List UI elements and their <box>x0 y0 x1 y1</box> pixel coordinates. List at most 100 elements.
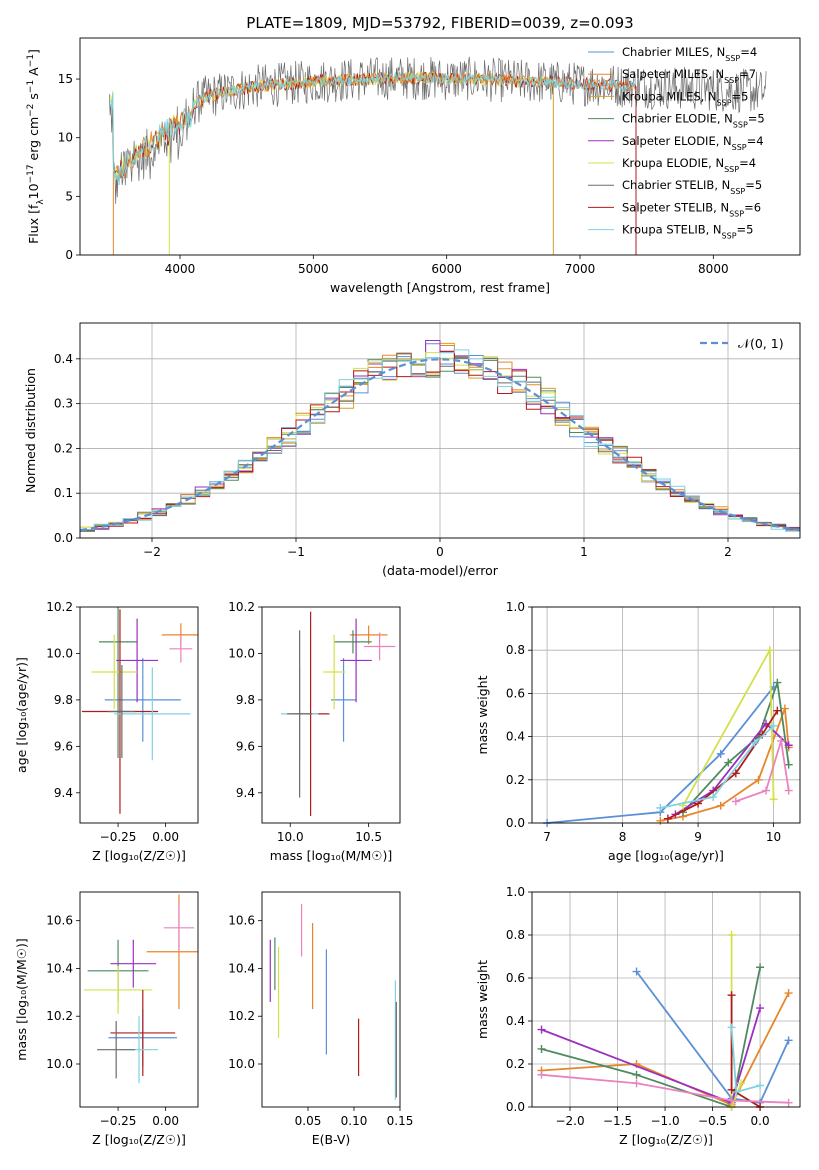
weight-marker <box>731 797 740 806</box>
weight-marker <box>731 769 740 778</box>
y-tick-label: 10.0 <box>46 1057 73 1071</box>
spectrum-line <box>110 71 636 185</box>
histogram-series <box>80 340 800 531</box>
axes-frame <box>261 891 401 1108</box>
spectrum-panel: 4000 5000 6000 7000 8000 0 5 10 15 wavelength [An… <box>26 37 801 295</box>
y-tick-label: 0.4 <box>54 352 73 366</box>
normal-curve <box>79 358 801 532</box>
y-tick-label: 10.6 <box>228 914 255 928</box>
weight-marker <box>716 801 725 810</box>
x-axis-label: Z [log₁₀(Z/Z☉)] <box>92 848 186 863</box>
weight-line <box>541 1007 761 1104</box>
y-tick-label: 10.4 <box>46 961 73 975</box>
weight-marker <box>756 1004 765 1013</box>
figure-title: PLATE=1809, MJD=53792, FIBERID=0039, z=0… <box>246 14 633 32</box>
x-tick-label: 0.0 <box>751 1114 770 1128</box>
legend-entry: Salpeter ELODIE, NSSP=4 <box>622 134 764 152</box>
y-axis-label: Normed distribution <box>23 368 38 493</box>
legend-entry: Kroupa MILES, NSSP=5 <box>622 89 748 107</box>
x-tick-label: 10 <box>766 830 781 844</box>
x-tick-label: −1.0 <box>650 1114 679 1128</box>
weight-marker <box>765 646 774 655</box>
y-axis-label: age [log₁₀(age/yr)] <box>14 657 29 773</box>
x-axis-label: Z [log₁₀(Z/Z☉)] <box>92 1132 186 1147</box>
weight-marker <box>632 967 641 976</box>
histogram-series <box>80 349 800 532</box>
y-tick-label: 0.6 <box>506 686 525 700</box>
weight-line <box>660 725 775 809</box>
weight-marker <box>784 989 793 998</box>
weight-marker <box>727 931 736 939</box>
weight-marker <box>784 1098 793 1107</box>
weight-marker <box>716 749 725 758</box>
x-axis-label: E(B-V) <box>312 1132 351 1147</box>
mass-vs-extinction-panel: 0.05 0.10 0.15 10.0 10.2 10.4 10.6 E(B-V) <box>228 891 413 1147</box>
spectrum-line <box>115 70 636 180</box>
weight-marker <box>727 1085 736 1094</box>
y-tick-label: 5 <box>65 189 73 203</box>
x-tick-label: −0.25 <box>100 830 137 844</box>
weight-marker <box>537 1070 546 1079</box>
y-tick-label: 9.6 <box>54 739 73 753</box>
x-tick-label: 4000 <box>165 262 196 276</box>
weight-marker <box>727 991 736 1000</box>
y-tick-label: 0.4 <box>506 730 525 744</box>
age-vs-metallicity-panel: −0.25 0.00 9.4 9.6 9.8 10.0 10.2 Z [log₁₀(Z/Z☉)… <box>14 600 199 863</box>
y-tick-label: 10.0 <box>228 646 255 660</box>
weight-marker <box>656 803 665 812</box>
weight-marker <box>656 816 665 825</box>
weight-marker <box>537 1025 546 1034</box>
weight-line <box>541 967 761 1109</box>
weight-marker <box>784 760 793 769</box>
axes-frame <box>531 891 801 1108</box>
x-tick-label: 0 <box>436 545 444 559</box>
weight-marker <box>632 1070 641 1079</box>
weight-marker <box>784 786 793 795</box>
y-tick-label: 10.2 <box>228 600 255 614</box>
y-tick-label: 15 <box>58 72 73 86</box>
axes-frame <box>79 37 801 256</box>
weight-marker <box>756 963 765 972</box>
weight-vs-age-panel: 7 8 9 10 0.0 0.2 0.4 0.6 0.8 1.0 age [log₁₀(age/yr… <box>475 600 801 863</box>
weight-marker <box>709 793 718 802</box>
y-tick-label: 0.3 <box>54 397 73 411</box>
y-tick-label: 0.2 <box>54 441 73 455</box>
y-tick-label: 0.0 <box>54 531 73 545</box>
y-tick-label: 9.6 <box>236 739 255 753</box>
mass-vs-metallicity-panel: −0.25 0.00 10.0 10.2 10.4 10.6 Z [log₁₀(Z/Z☉)]… <box>14 891 199 1147</box>
x-tick-label: −1.5 <box>603 1114 632 1128</box>
weight-line <box>541 1073 789 1104</box>
residuals-panel: −2 −1 0 1 2 0.0 0.1 0.2 0.3 0.4 (data-model)/error… <box>23 322 801 578</box>
y-tick-label: 0 <box>65 248 73 262</box>
x-axis-label: (data-model)/error <box>382 563 499 578</box>
weight-marker <box>750 739 759 748</box>
x-tick-label: −0.25 <box>100 1114 137 1128</box>
y-axis-label: mass weight <box>475 675 490 754</box>
y-tick-label: 1.0 <box>506 600 525 614</box>
x-tick-label: 10.5 <box>355 830 382 844</box>
y-tick-label: 10.2 <box>46 600 73 614</box>
x-tick-label: 10.0 <box>277 830 304 844</box>
weight-marker <box>732 1087 741 1096</box>
y-tick-label: 10.4 <box>228 961 255 975</box>
weight-marker <box>537 1044 546 1053</box>
legend-entry: Chabrier ELODIE, NSSP=5 <box>622 112 765 130</box>
x-tick-label: 8000 <box>698 262 729 276</box>
weight-marker <box>632 1079 641 1088</box>
x-tick-label: 7 <box>543 830 551 844</box>
x-tick-label: 5000 <box>298 262 329 276</box>
x-tick-label: −2.0 <box>555 1114 584 1128</box>
weight-marker <box>724 758 733 767</box>
weight-marker <box>784 741 793 750</box>
x-tick-label: 0.00 <box>152 830 179 844</box>
weight-line <box>682 646 775 807</box>
weight-vs-metallicity-panel: −2.0 −1.5 −1.0 −0.5 0.0 0.0 0.2 0.4 0.6 0.8 1.0 Z [… <box>475 885 801 1147</box>
x-tick-label: −2 <box>143 545 161 559</box>
weight-line <box>735 740 790 803</box>
y-axis-label: mass weight <box>475 960 490 1039</box>
y-tick-label: 0.4 <box>506 1014 525 1028</box>
weight-marker <box>727 1096 736 1105</box>
x-tick-label: 1 <box>580 545 588 559</box>
y-tick-label: 0.1 <box>54 486 73 500</box>
spectrum-line <box>108 56 767 204</box>
